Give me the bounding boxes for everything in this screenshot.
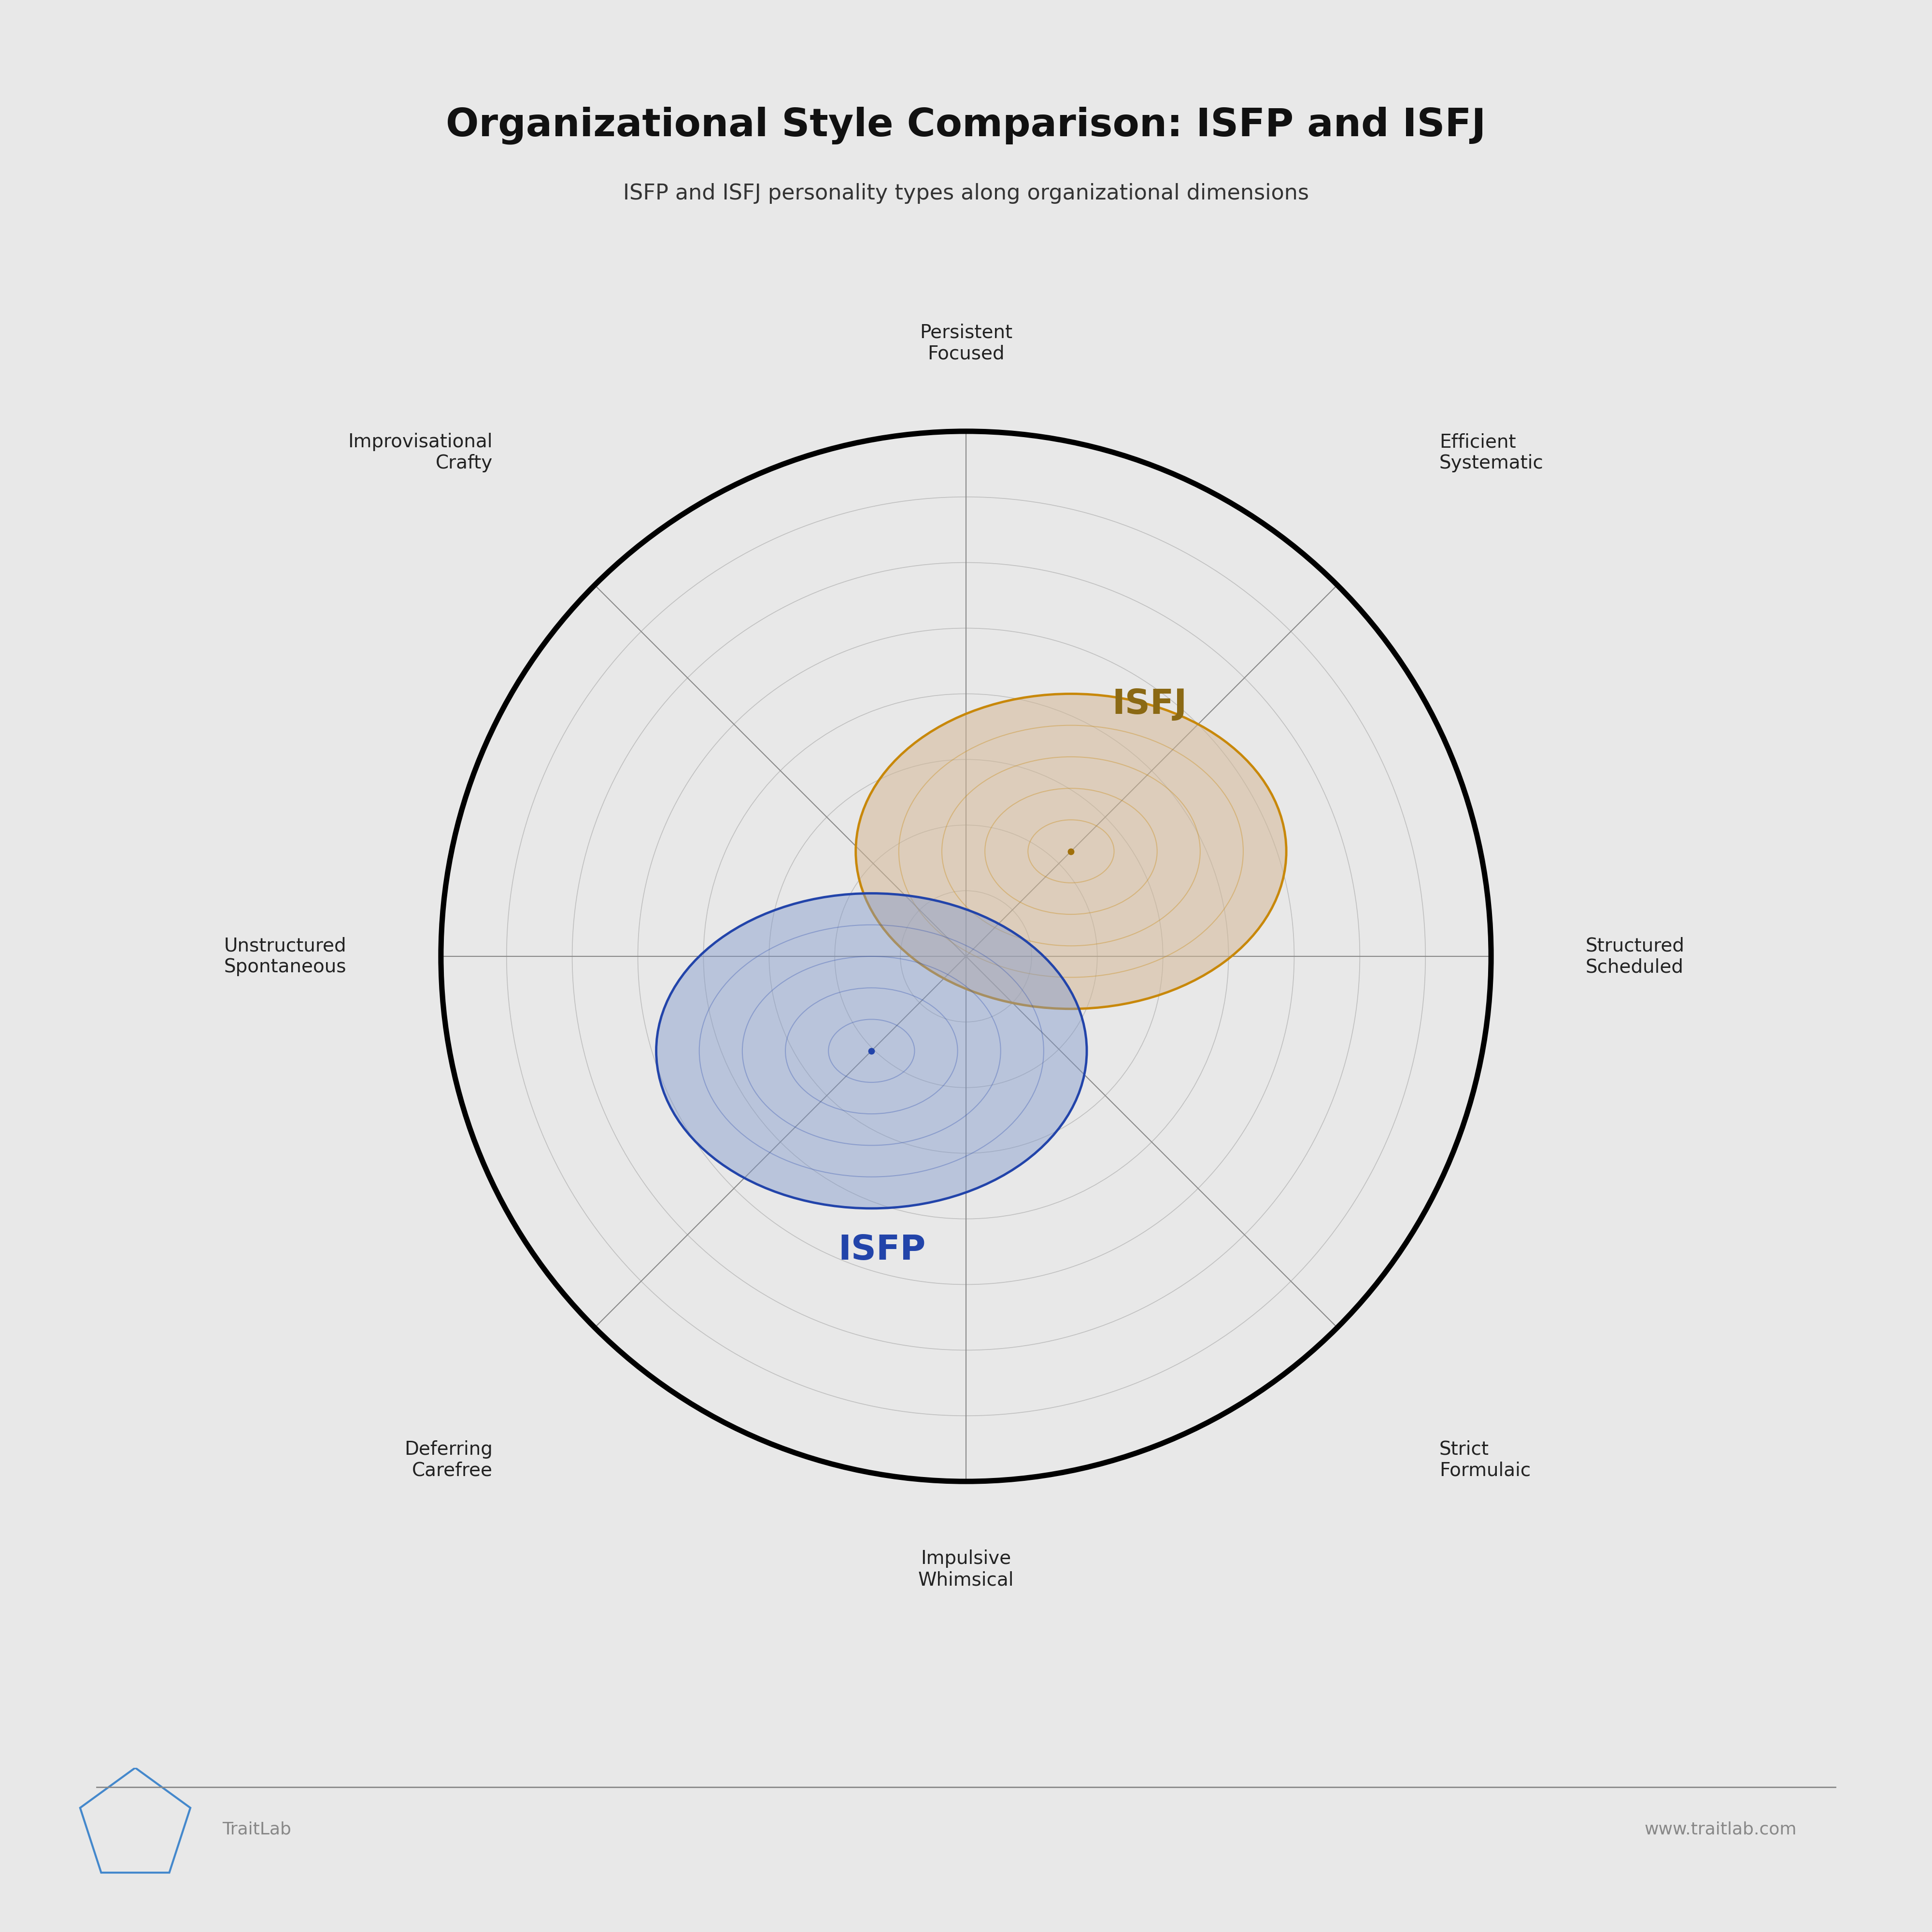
Circle shape [769,759,1163,1153]
Text: Strict
Formulaic: Strict Formulaic [1439,1439,1530,1480]
Text: Organizational Style Comparison: ISFP and ISFJ: Organizational Style Comparison: ISFP an… [446,106,1486,145]
Circle shape [506,497,1426,1416]
Circle shape [835,825,1097,1088]
Circle shape [638,628,1294,1285]
Circle shape [572,562,1360,1350]
Text: ISFP: ISFP [838,1235,925,1267]
Text: Unstructured
Spontaneous: Unstructured Spontaneous [224,937,346,976]
Text: Structured
Scheduled: Structured Scheduled [1586,937,1685,976]
Text: ISFJ: ISFJ [1113,688,1188,721]
Ellipse shape [856,694,1287,1009]
Text: Efficient
Systematic: Efficient Systematic [1439,433,1544,473]
Text: www.traitlab.com: www.traitlab.com [1644,1822,1797,1837]
Ellipse shape [657,893,1088,1208]
Text: Impulsive
Whimsical: Impulsive Whimsical [918,1549,1014,1590]
Text: TraitLab: TraitLab [222,1822,292,1837]
Circle shape [440,431,1492,1482]
Text: Improvisational
Crafty: Improvisational Crafty [348,433,493,473]
Circle shape [900,891,1032,1022]
Text: Persistent
Focused: Persistent Focused [920,323,1012,363]
Circle shape [703,694,1229,1219]
Point [856,1036,887,1066]
Text: Deferring
Carefree: Deferring Carefree [404,1439,493,1480]
Point [1055,837,1086,867]
Text: ISFP and ISFJ personality types along organizational dimensions: ISFP and ISFJ personality types along or… [622,184,1310,203]
